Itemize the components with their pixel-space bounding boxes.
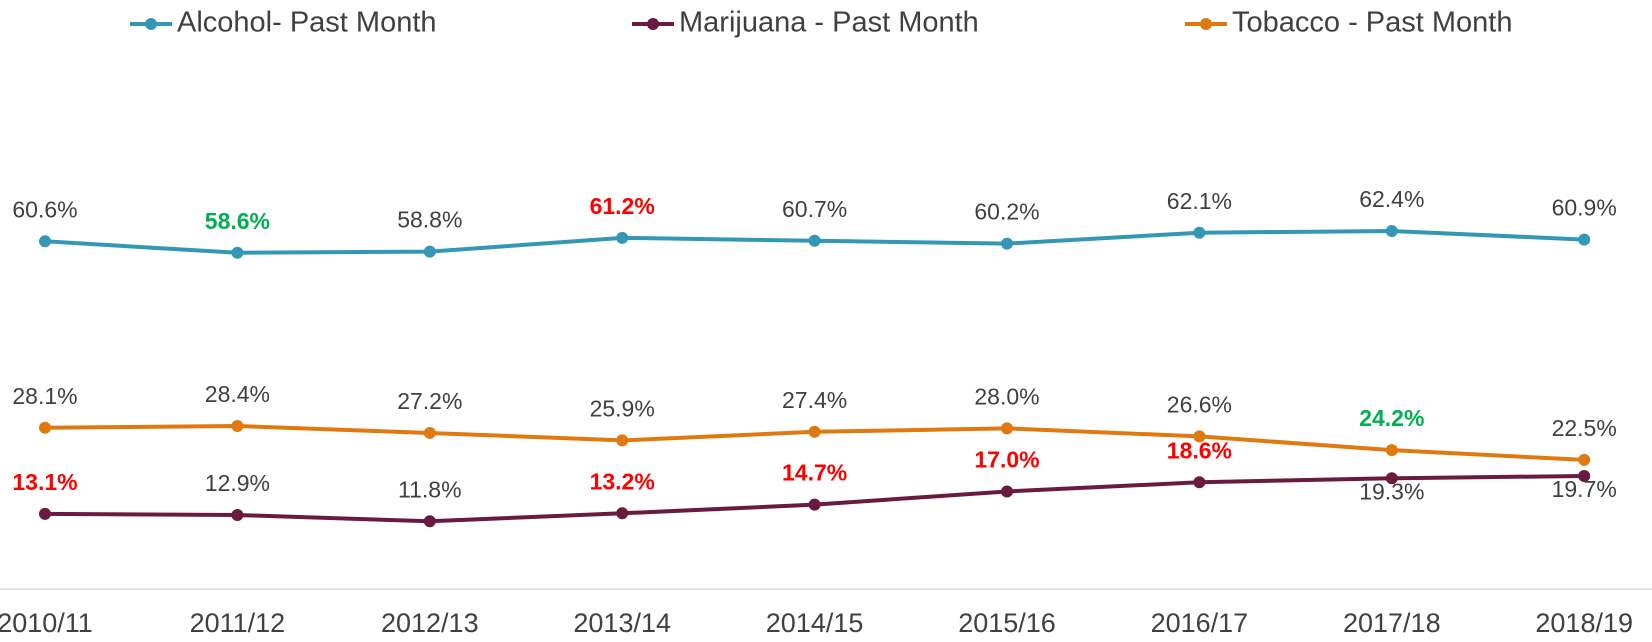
data-label: 24.2% xyxy=(1359,405,1424,431)
data-point xyxy=(39,507,51,520)
data-point xyxy=(808,425,821,438)
data-point xyxy=(808,234,821,247)
data-point xyxy=(39,235,51,248)
data-label: 61.2% xyxy=(590,193,655,219)
data-label: 27.2% xyxy=(397,388,462,414)
data-label: 17.0% xyxy=(974,447,1039,473)
data-label: 12.9% xyxy=(205,470,270,496)
x-tick-label: 2016/17 xyxy=(1151,608,1249,638)
data-label: 22.5% xyxy=(1552,415,1617,441)
x-tick-label: 2015/16 xyxy=(958,608,1056,638)
data-point xyxy=(423,426,436,439)
data-point xyxy=(423,515,436,528)
data-point xyxy=(1385,472,1398,485)
x-tick-label: 2010/11 xyxy=(0,608,93,638)
legend-label: Marijuana - Past Month xyxy=(679,7,979,39)
data-label: 11.8% xyxy=(398,476,462,502)
data-point xyxy=(1001,237,1013,250)
data-point xyxy=(1578,233,1591,246)
data-label: 62.1% xyxy=(1167,188,1232,214)
x-tick-label: 2011/12 xyxy=(190,608,286,638)
data-point xyxy=(1193,430,1206,443)
data-point xyxy=(1385,444,1398,457)
data-label: 19.7% xyxy=(1552,476,1617,502)
legend-marker xyxy=(145,18,157,30)
x-tick-label: 2014/15 xyxy=(766,608,864,638)
data-point xyxy=(1001,485,1013,498)
data-label: 25.9% xyxy=(590,395,655,421)
data-point xyxy=(1193,476,1206,489)
x-tick-label: 2017/18 xyxy=(1343,608,1441,638)
data-label: 58.8% xyxy=(397,207,462,233)
data-label: 26.6% xyxy=(1167,391,1232,417)
data-point xyxy=(231,420,244,433)
data-label: 13.2% xyxy=(590,468,655,494)
data-label: 60.7% xyxy=(782,196,847,222)
legend-marker xyxy=(1200,18,1212,30)
data-point xyxy=(808,498,821,511)
data-label: 13.1% xyxy=(12,469,77,495)
data-point xyxy=(1193,226,1206,239)
data-point xyxy=(616,434,629,447)
data-point xyxy=(616,507,629,520)
data-label: 60.2% xyxy=(974,199,1039,225)
data-point xyxy=(1385,224,1398,237)
data-point xyxy=(1578,469,1591,482)
legend-label: Alcohol- Past Month xyxy=(177,7,437,39)
data-point xyxy=(231,508,244,521)
data-label: 27.4% xyxy=(782,387,847,413)
data-point xyxy=(1001,422,1013,435)
data-point xyxy=(39,421,51,434)
data-label: 28.0% xyxy=(974,383,1039,409)
data-point xyxy=(1578,453,1591,466)
legend-marker xyxy=(647,18,659,30)
data-point xyxy=(231,246,244,259)
data-point xyxy=(423,245,436,258)
data-label: 62.4% xyxy=(1359,186,1424,212)
data-label: 19.3% xyxy=(1359,478,1424,504)
data-label: 60.6% xyxy=(12,196,77,222)
data-label: 60.9% xyxy=(1552,195,1617,221)
x-tick-label: 2018/19 xyxy=(1535,608,1633,638)
data-label: 28.1% xyxy=(12,383,77,409)
data-label: 14.7% xyxy=(782,460,847,486)
x-tick-label: 2013/14 xyxy=(573,608,671,638)
data-label: 58.6% xyxy=(205,208,270,234)
x-tick-label: 2012/13 xyxy=(381,608,479,638)
data-point xyxy=(616,231,629,244)
data-label: 28.4% xyxy=(205,381,270,407)
legend-label: Tobacco - Past Month xyxy=(1232,7,1512,39)
